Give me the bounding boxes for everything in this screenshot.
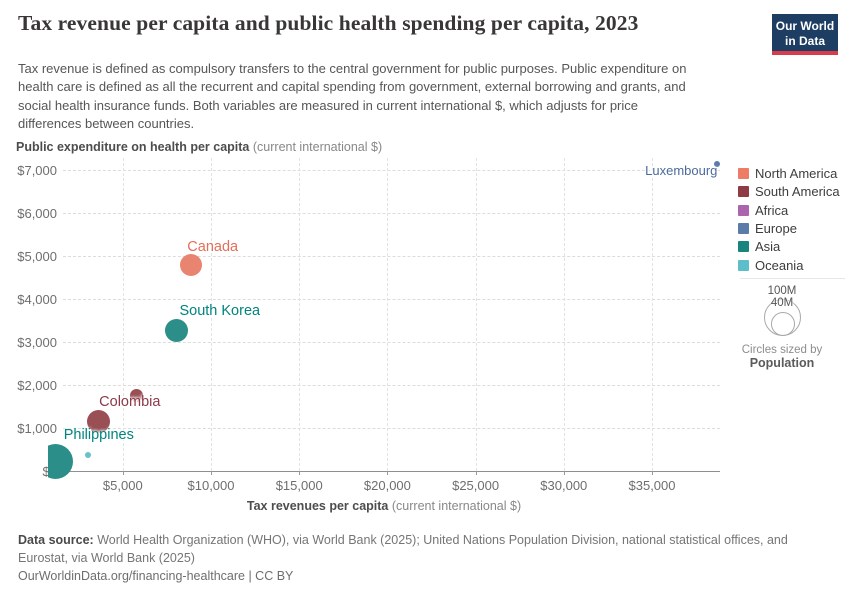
logo-text-line1: Our World [775,19,835,33]
legend-label-north-america: North America [755,166,838,181]
y-tick-label: $4,000 [17,291,57,307]
x-tick-mark [387,471,389,475]
size-legend-big-label: 100M [767,285,797,297]
logo-text-line2: in Data [784,33,825,48]
legend-item-europe[interactable]: Europe [738,221,797,236]
x-axis-title-main: Tax revenues per capita [246,499,389,513]
size-legend-small-label: 40M [770,297,794,309]
gridline-y-4000 [63,298,720,300]
owid-logo[interactable]: Our World in Data [772,14,838,55]
license-note: OurWorldinData.org/financing-healthcare … [18,569,294,583]
gridline-y-7000 [63,170,720,171]
size-legend-caption-bold: Population [749,356,815,370]
data-point-luxembourg[interactable] [714,160,720,167]
x-tick-label: $30,000 [540,478,588,493]
legend-label-asia: Asia [755,239,781,255]
legend-label-africa: Africa [755,202,789,218]
legend-label-south-america: South America [755,184,840,200]
data-point-philippines[interactable] [48,444,74,480]
legend-item-south-america[interactable]: South America [738,184,840,199]
y-axis-title-main: Public expenditure on health per capita [16,140,250,154]
data-source-label: Data source: [18,533,94,547]
x-tick-label: $15,000 [275,478,323,493]
x-tick-mark [475,471,477,475]
legend-label-europe: Europe [755,220,797,236]
y-tick-label: $6,000 [17,205,57,221]
chart-subtitle: Tax revenue is defined as compulsory tra… [18,61,687,132]
data-point-south-america[interactable] [130,389,144,403]
gridline-y-5000 [63,255,720,257]
legend-swatch-oceania [738,259,749,271]
legend-swatch-africa [738,204,749,216]
continent-legend: North America South America Africa Europe As… [738,166,848,278]
data-point-label-colombia: Colombia [99,394,161,411]
gridline-x-10000 [211,158,212,471]
data-point-colombia[interactable] [87,409,111,433]
gridline-x-15000 [299,158,301,471]
gridline-x-20000 [387,158,389,471]
gridline-y-6000 [63,212,720,214]
data-source-note: Data source: World Health Organization (… [18,531,830,567]
legend-divider [740,278,845,279]
data-point-oceania[interactable] [84,452,91,459]
x-tick-label: $20,000 [363,478,411,493]
data-point-south-korea[interactable] [165,318,189,342]
y-tick-label: $3,000 [17,334,57,350]
legend-item-asia[interactable]: Asia [738,239,780,254]
legend-swatch-south-america [738,186,749,198]
x-axis-title-unit: (current international $) [391,499,522,513]
y-tick-label: $1,000 [17,420,57,436]
data-point-label-philippines: Philippines [63,426,134,443]
x-tick-label: $10,000 [187,478,235,493]
legend-label-oceania: Oceania [755,257,804,273]
gridline-x-35000 [652,158,653,471]
x-tick-label: $35,000 [628,478,676,493]
x-tick-mark [563,471,565,475]
gridline-y-3000 [63,341,720,343]
data-point-canada[interactable] [179,253,202,276]
y-axis-title: Public expenditure on health per capita … [16,140,382,154]
gridline-x-25000 [475,158,477,471]
legend-swatch-europe [738,222,749,234]
x-axis-title: Tax revenues per capita (current interna… [48,499,720,513]
legend-item-oceania[interactable]: Oceania [738,258,803,273]
x-tick-label: $5,000 [102,478,143,493]
x-tick-label: $25,000 [452,478,500,493]
gridline-y-2000 [63,384,720,386]
gridline-x-5000 [122,158,124,471]
legend-swatch-asia [738,241,749,253]
x-axis-line [57,470,720,472]
chart-title: Tax revenue per capita and public health… [18,11,639,35]
data-point-label-canada: Canada [187,238,239,255]
size-legend-caption: Circles sized by [741,344,823,356]
size-legend-inner-circle [771,312,795,336]
plot-area: Philippines Colombia South Korea Canada Luxe… [48,156,720,480]
y-axis-title-unit: (current international $) [252,140,383,154]
data-point-label-luxembourg: Luxembourg [645,162,718,178]
x-tick-mark [299,471,301,475]
y-tick-label: $5,000 [17,248,57,264]
gridline-y-1000 [63,427,720,429]
legend-item-africa[interactable]: Africa [738,203,788,218]
data-source-text: World Health Organization (WHO), via Wor… [18,533,788,566]
y-tick-label: $7,000 [17,163,57,178]
data-point-label-south-korea: South Korea [179,303,261,320]
x-tick-mark [211,471,212,475]
y-tick-label: $2,000 [17,377,57,393]
gridline-x-30000 [563,158,565,471]
legend-swatch-north-america [738,168,749,179]
legend-item-north-america[interactable]: North America [738,166,837,181]
x-tick-mark [122,471,124,475]
x-tick-mark [652,471,653,475]
